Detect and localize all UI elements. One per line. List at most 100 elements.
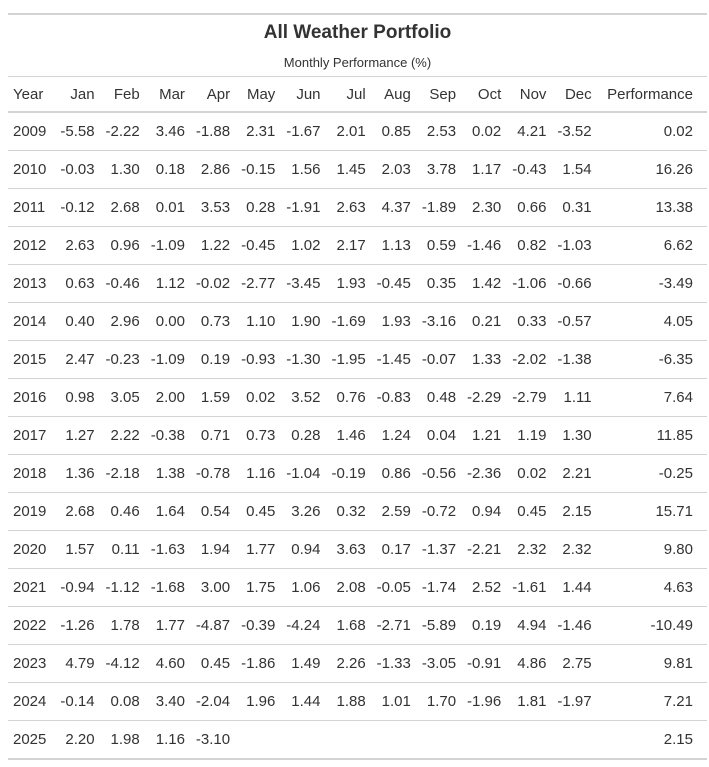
table-row: 2022 -1.26 1.78 1.77 -4.87 -0.39 -4.24 1.68 -2.7… <box>8 606 707 645</box>
table-row: 2015 2.47 -0.23 -1.09 0.19 -0.93 -1.30 -1.95 -1.… <box>8 340 707 379</box>
month-cell <box>369 720 415 760</box>
year-cell: 2010 <box>8 150 54 189</box>
month-cell: 2.03 <box>369 150 415 189</box>
month-cell: -1.09 <box>143 340 189 379</box>
month-cell: 1.24 <box>369 416 415 455</box>
table-row: 2024 -0.14 0.08 3.40 -2.04 1.96 1.44 1.88 1.01 1.… <box>8 682 707 721</box>
month-cell: 4.79 <box>53 644 99 683</box>
table-row: 2011 -0.12 2.68 0.01 3.53 0.28 -1.91 2.63 4.37 -1… <box>8 188 707 227</box>
month-cell: 4.37 <box>369 188 415 227</box>
month-cell: -0.19 <box>324 454 370 493</box>
table-row: 2025 2.20 1.98 1.16 -3.10 2.15 <box>8 720 707 760</box>
month-cell: 2.59 <box>369 492 415 531</box>
table-row: 2019 2.68 0.46 1.64 0.54 0.45 3.26 0.32 2.59 -0.7… <box>8 492 707 531</box>
month-cell: 2.01 <box>324 112 370 151</box>
year-cell: 2012 <box>8 226 54 265</box>
month-cell: 1.30 <box>550 416 596 455</box>
column-header: Oct <box>460 77 506 113</box>
month-cell: 0.48 <box>414 378 461 417</box>
month-cell: 4.21 <box>505 112 551 151</box>
month-cell: 1.44 <box>279 682 325 721</box>
month-cell: 3.26 <box>279 492 325 531</box>
month-cell: 2.30 <box>460 188 506 227</box>
month-cell: -0.94 <box>53 568 99 607</box>
performance-cell: 7.21 <box>595 682 707 721</box>
month-cell: 0.01 <box>143 188 189 227</box>
month-cell: 1.38 <box>143 454 189 493</box>
month-cell: 1.59 <box>188 378 235 417</box>
month-cell: 0.31 <box>550 188 596 227</box>
month-cell: -3.05 <box>414 644 461 683</box>
column-header: Jan <box>53 77 99 113</box>
month-cell: 3.40 <box>143 682 189 721</box>
month-cell: 2.15 <box>550 492 596 531</box>
month-cell: -0.03 <box>53 150 99 189</box>
performance-cell: -3.49 <box>595 264 707 303</box>
month-cell: -1.06 <box>505 264 551 303</box>
month-cell: 3.63 <box>324 530 370 569</box>
month-cell: 1.68 <box>324 606 370 645</box>
year-cell: 2017 <box>8 416 54 455</box>
month-cell: -0.78 <box>188 454 235 493</box>
month-cell: 2.26 <box>324 644 370 683</box>
table-title: All Weather Portfolio <box>263 22 452 43</box>
year-cell: 2014 <box>8 302 54 341</box>
month-cell: 0.59 <box>414 226 461 265</box>
month-cell: 0.11 <box>98 530 144 569</box>
month-cell: 0.00 <box>143 302 189 341</box>
month-cell: -1.97 <box>550 682 596 721</box>
month-cell: 3.53 <box>188 188 235 227</box>
month-cell: -0.66 <box>550 264 596 303</box>
month-cell: 1.27 <box>53 416 99 455</box>
month-cell: 1.01 <box>369 682 415 721</box>
month-cell: -2.71 <box>369 606 415 645</box>
performance-cell: -0.25 <box>595 454 707 493</box>
month-cell: -3.10 <box>188 720 235 760</box>
month-cell: 0.28 <box>279 416 325 455</box>
month-cell: -4.12 <box>98 644 144 683</box>
month-cell: 1.30 <box>98 150 144 189</box>
month-cell: -4.24 <box>279 606 325 645</box>
month-cell: 1.75 <box>234 568 280 607</box>
column-header: Jul <box>324 77 370 113</box>
year-cell: 2021 <box>8 568 54 607</box>
month-cell: -1.04 <box>279 454 325 493</box>
month-cell: -1.46 <box>550 606 596 645</box>
performance-cell: 9.80 <box>595 530 707 569</box>
month-cell: 0.86 <box>369 454 415 493</box>
month-cell: 1.46 <box>324 416 370 455</box>
month-cell: 0.02 <box>505 454 551 493</box>
monthly-performance-table: Year Jan Feb Mar Apr May Jun Jul Aug Sep Oct Nov Dec… <box>8 77 707 760</box>
month-cell: 2.75 <box>550 644 596 683</box>
month-cell: -3.16 <box>414 302 461 341</box>
month-cell: -0.46 <box>98 264 144 303</box>
month-cell: 0.46 <box>98 492 144 531</box>
table-row: 2021 -0.94 -1.12 -1.68 3.00 1.75 1.06 2.08 -0.05… <box>8 568 707 607</box>
month-cell: 0.85 <box>369 112 415 151</box>
month-cell: 1.19 <box>505 416 551 455</box>
month-cell: -0.02 <box>188 264 235 303</box>
month-cell: -0.91 <box>460 644 506 683</box>
table-subtitle: Monthly Performance (%) <box>283 55 432 70</box>
year-cell: 2023 <box>8 644 54 683</box>
month-cell: 2.63 <box>324 188 370 227</box>
month-cell: 1.13 <box>369 226 415 265</box>
performance-cell: 15.71 <box>595 492 707 531</box>
month-cell: 0.94 <box>279 530 325 569</box>
column-header: Jun <box>279 77 325 113</box>
month-cell: -4.87 <box>188 606 235 645</box>
column-header: Aug <box>369 77 415 113</box>
month-cell: -0.93 <box>234 340 280 379</box>
year-cell: 2020 <box>8 530 54 569</box>
month-cell: 1.94 <box>188 530 235 569</box>
month-cell: 3.00 <box>188 568 235 607</box>
month-cell: 3.46 <box>143 112 189 151</box>
year-cell: 2025 <box>8 720 54 760</box>
table-header: Year Jan Feb Mar Apr May Jun Jul Aug Sep Oct Nov Dec… <box>8 77 707 113</box>
month-cell: -1.88 <box>188 112 235 151</box>
year-cell: 2024 <box>8 682 54 721</box>
month-cell <box>414 720 461 760</box>
month-cell: 1.22 <box>188 226 235 265</box>
column-header: Sep <box>414 77 461 113</box>
table-row: 2012 2.63 0.96 -1.09 1.22 -0.45 1.02 2.17 1.13 0.… <box>8 226 707 265</box>
